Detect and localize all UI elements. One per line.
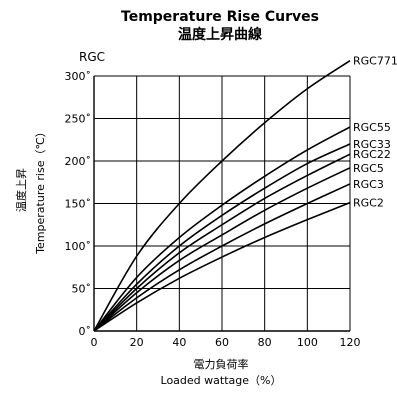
series-line-rgc55 — [93, 126, 351, 332]
axis-ticks: 0 20 40 60 80 100 120 0˚ 50˚ 100˚ 150˚ 200˚ 250˚ 300˚ — [65, 70, 361, 349]
series-label-rgc3: RGC3 — [353, 178, 384, 191]
y-tick-label: 150˚ — [65, 198, 92, 211]
series-line-rgc33 — [93, 143, 351, 332]
series-line-rgc5 — [93, 167, 351, 332]
y-tick-label: 200˚ — [65, 155, 92, 168]
y-axis-label-en: Temperature rise（℃） — [34, 126, 47, 255]
x-tick-label: 100 — [297, 336, 318, 349]
series-label-rgc5: RGC5 — [353, 162, 384, 175]
x-tick-label: 20 — [130, 336, 144, 349]
y-tick-label: 50˚ — [72, 283, 92, 296]
x-tick-label: 0 — [91, 336, 98, 349]
series-label-rgc33: RGC33 — [353, 138, 391, 151]
y-tick-label: 300˚ — [65, 70, 92, 83]
y-tick-label: 250˚ — [65, 113, 92, 126]
x-axis-label-ja: 電力負荷率 — [194, 357, 249, 371]
series-line-rgc22 — [93, 153, 351, 332]
chart-title: Temperature Rise Curves — [121, 9, 319, 25]
series-label-rgc2: RGC2 — [353, 197, 384, 210]
series-group — [93, 60, 351, 332]
series-line-rgc2 — [93, 201, 351, 332]
series-label-rgc55: RGC55 — [353, 121, 391, 134]
x-tick-label: 40 — [172, 336, 186, 349]
x-tick-label: 80 — [258, 336, 272, 349]
y-tick-label: 100˚ — [65, 240, 92, 253]
series-line-rgc3 — [93, 183, 351, 332]
x-tick-label: 120 — [340, 336, 361, 349]
series-label-rgc771: RGC771 — [353, 55, 397, 68]
series-line-rgc771 — [93, 60, 351, 332]
model-label: RGC — [79, 50, 105, 64]
series-label-rgc22: RGC22 — [353, 148, 391, 161]
x-tick-label: 60 — [215, 336, 229, 349]
x-axis-label-en: Loaded wattage（%） — [161, 374, 282, 387]
y-axis-label-ja: 温度上昇 — [14, 168, 28, 212]
y-tick-label: 0˚ — [79, 325, 92, 338]
chart-subtitle: 温度上昇曲線 — [178, 26, 262, 43]
